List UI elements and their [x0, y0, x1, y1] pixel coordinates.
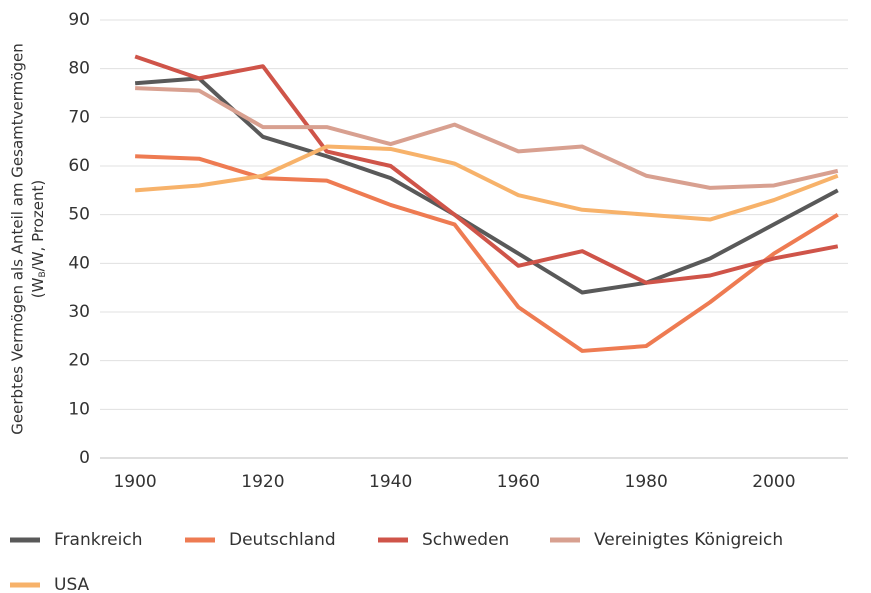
legend-label: Vereinigtes Königreich	[594, 530, 783, 550]
y-label-line1: Geerbtes Vermögen als Anteil am Gesamtve…	[9, 43, 27, 434]
y-tick-label: 50	[68, 205, 90, 225]
x-tick-label: 1940	[369, 472, 412, 492]
y-tick-label: 60	[68, 156, 90, 176]
y-label-part: /W, Prozent)	[29, 180, 47, 272]
y-tick-label: 10	[68, 399, 90, 419]
y-tick-label: 0	[79, 448, 90, 468]
line-series	[135, 86, 839, 190]
legend-label: Deutschland	[229, 530, 336, 550]
y-tick-label: 30	[68, 302, 90, 322]
x-tick-label: 1900	[113, 472, 156, 492]
legend-label: USA	[54, 575, 90, 593]
y-label-line2: (WB/W, Prozent)	[29, 180, 48, 298]
legend-label: Schweden	[422, 530, 509, 550]
y-label-sub: B	[38, 271, 48, 277]
y-axis-title: Geerbtes Vermögen als Anteil am Gesamtve…	[9, 43, 48, 434]
y-tick-label: 80	[68, 59, 90, 79]
line-series	[135, 154, 839, 353]
y-tick-label: 90	[68, 10, 90, 30]
y-tick-label: 40	[68, 253, 90, 273]
line-series	[134, 76, 839, 295]
line-series	[134, 54, 839, 285]
x-tick-label: 2000	[752, 472, 795, 492]
x-tick-label: 1920	[241, 472, 284, 492]
x-tick-label: 1960	[497, 472, 540, 492]
y-tick-label: 70	[68, 107, 90, 127]
line-series	[134, 144, 839, 222]
y-tick-label: 20	[68, 351, 90, 371]
x-tick-label: 1980	[625, 472, 668, 492]
y-label-part: (W	[29, 277, 47, 298]
legend-label: Frankreich	[54, 530, 143, 550]
